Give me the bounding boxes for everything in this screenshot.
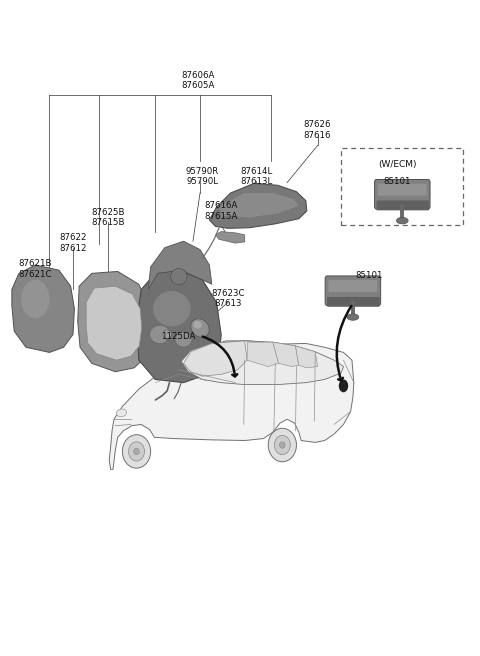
Polygon shape — [109, 341, 354, 470]
FancyBboxPatch shape — [376, 201, 429, 211]
Ellipse shape — [163, 330, 171, 339]
Ellipse shape — [129, 441, 144, 461]
FancyBboxPatch shape — [328, 280, 377, 292]
Text: 87626
87616: 87626 87616 — [304, 120, 331, 140]
Ellipse shape — [193, 321, 202, 329]
Text: (W/ECM): (W/ECM) — [378, 159, 417, 169]
Polygon shape — [86, 286, 142, 360]
Text: 85101: 85101 — [356, 272, 383, 280]
Ellipse shape — [396, 217, 408, 224]
Ellipse shape — [268, 428, 297, 462]
Circle shape — [339, 379, 348, 392]
Polygon shape — [148, 241, 212, 289]
Text: 87622
87612: 87622 87612 — [59, 234, 87, 253]
Polygon shape — [273, 342, 299, 367]
Ellipse shape — [134, 448, 139, 455]
Text: 87614L
87613L: 87614L 87613L — [240, 167, 273, 186]
Ellipse shape — [153, 291, 191, 327]
Ellipse shape — [191, 319, 209, 337]
FancyBboxPatch shape — [374, 180, 430, 209]
Polygon shape — [78, 272, 151, 372]
FancyBboxPatch shape — [325, 276, 381, 306]
Text: 85101: 85101 — [384, 177, 411, 186]
FancyBboxPatch shape — [327, 297, 380, 307]
Ellipse shape — [170, 268, 187, 285]
Polygon shape — [296, 346, 318, 368]
Polygon shape — [219, 193, 299, 217]
Polygon shape — [183, 341, 247, 377]
Polygon shape — [247, 342, 278, 367]
Polygon shape — [216, 232, 245, 243]
Ellipse shape — [275, 436, 290, 455]
Ellipse shape — [122, 435, 151, 468]
Text: 95790R
95790L: 95790R 95790L — [186, 167, 219, 186]
Ellipse shape — [116, 409, 127, 417]
Polygon shape — [181, 341, 344, 384]
Bar — [341, 148, 463, 225]
Polygon shape — [209, 184, 307, 228]
Ellipse shape — [150, 325, 170, 344]
Ellipse shape — [279, 441, 285, 448]
Text: 87621B
87621C: 87621B 87621C — [19, 259, 52, 279]
Text: 87616A
87615A: 87616A 87615A — [204, 201, 238, 220]
FancyBboxPatch shape — [378, 184, 427, 195]
Polygon shape — [12, 265, 74, 352]
Ellipse shape — [347, 314, 359, 320]
Ellipse shape — [175, 332, 192, 347]
Polygon shape — [136, 270, 221, 382]
Text: 87623C
87613: 87623C 87613 — [212, 289, 245, 308]
Text: 87606A
87605A: 87606A 87605A — [181, 71, 215, 90]
Text: 87625B
87615B: 87625B 87615B — [92, 208, 125, 227]
Ellipse shape — [195, 321, 209, 335]
Ellipse shape — [21, 280, 49, 318]
Text: 1125DA: 1125DA — [161, 332, 195, 341]
